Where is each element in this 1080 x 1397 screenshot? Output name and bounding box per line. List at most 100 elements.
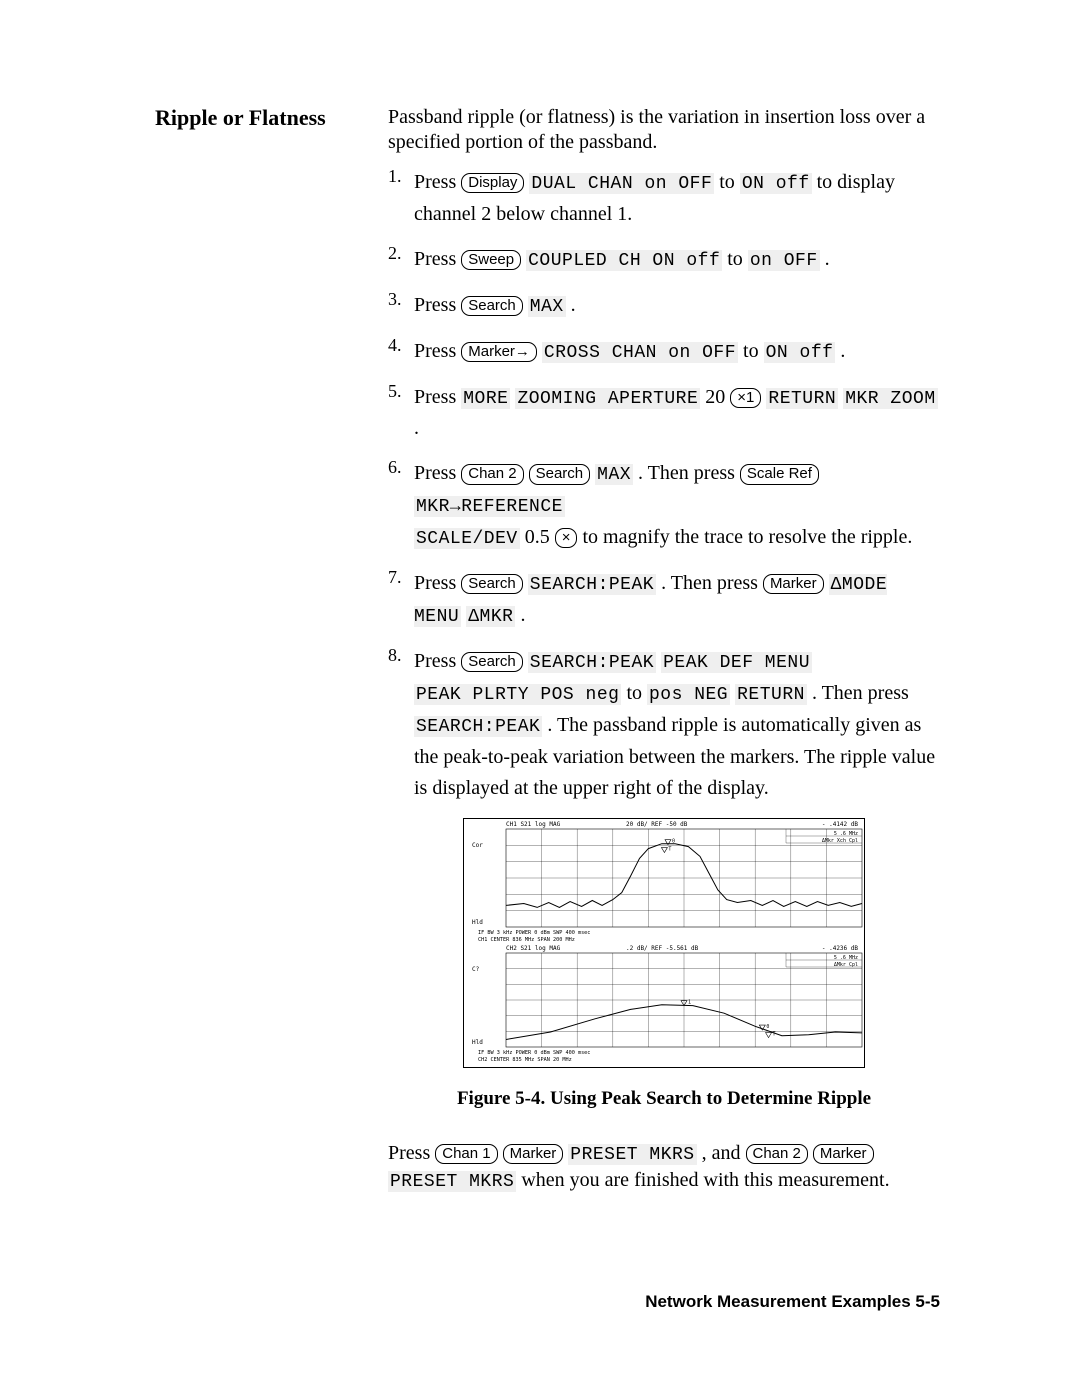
svg-text:- .4142 dB: - .4142 dB <box>822 821 859 828</box>
step-text: Press <box>414 386 456 408</box>
search-key: Search <box>461 296 523 316</box>
step-8: Press Search SEARCH:PEAK PEAK DEF MENU P… <box>388 646 940 804</box>
step-1: Press Display DUAL CHAN on OFF to ON off… <box>388 167 940 230</box>
step-text: Press <box>414 294 456 316</box>
x-key: × <box>555 528 578 548</box>
step-text: . <box>414 417 419 439</box>
svg-text:- .4236 dB: - .4236 dB <box>822 945 859 952</box>
main-column: Passband ripple (or flatness) is the var… <box>388 105 940 1194</box>
step-3: Press Search MAX . <box>388 290 940 322</box>
step-text: Press <box>414 462 456 484</box>
softkey: pos NEG <box>647 684 730 705</box>
svg-text:1: 1 <box>688 999 691 1005</box>
step-text: to <box>738 340 764 362</box>
figure-chart: CH1 S21 log MAG 20 dB/ REF -50 dB - .4142 … <box>463 818 865 1068</box>
svg-text:ΔMkr Xch Cpl: ΔMkr Xch Cpl <box>822 838 858 844</box>
step-text: . <box>515 604 525 626</box>
step-text: 0.5 <box>520 526 555 548</box>
figure-caption: Figure 5-4. Using Peak Search to Determi… <box>388 1088 940 1110</box>
svg-text:5 .6 MHz: 5 .6 MHz <box>834 955 858 961</box>
softkey: ΔMKR <box>466 606 515 627</box>
softkey: RETURN <box>766 388 838 409</box>
step-text: Press <box>414 248 456 270</box>
step-text: . Then press <box>807 682 909 704</box>
softkey: MKR ZOOM <box>843 388 937 409</box>
search-key: Search <box>529 464 591 484</box>
softkey: MORE <box>461 388 510 409</box>
marker-key: Marker <box>813 1144 874 1164</box>
svg-text:20 dB/ REF -50 dB: 20 dB/ REF -50 dB <box>626 821 688 828</box>
step-7: Press Search SEARCH:PEAK . Then press Ma… <box>388 568 940 632</box>
softkey: PRESET MKRS <box>568 1144 696 1165</box>
step-4: Press Marker→ CROSS CHAN on OFF to ON of… <box>388 336 940 368</box>
svg-text:Cor: Cor <box>472 842 483 849</box>
svg-text:Hld: Hld <box>472 919 483 926</box>
step-text: Press <box>414 650 456 672</box>
svg-text:IF BW 3 kHz POWER 0: IF BW 3 kHz POWER 0 dBm SWP 400 msec <box>478 930 590 936</box>
step-text: . <box>820 248 830 270</box>
svg-text:CH2 S21 log MAG: CH2 S21 log MAG <box>506 945 561 952</box>
steps-list: Press Display DUAL CHAN on OFF to ON off… <box>388 167 940 804</box>
svg-text:0: 0 <box>672 838 675 844</box>
softkey: PRESET MKRS <box>388 1171 516 1192</box>
step-text: . Then press <box>633 462 740 484</box>
chan1-key: Chan 1 <box>435 1144 497 1164</box>
step-text: to <box>621 682 647 704</box>
svg-text:CH1 S21 log MAG: CH1 S21 log MAG <box>506 821 561 828</box>
softkey: DUAL CHAN on OFF <box>529 173 714 194</box>
sweep-key: Sweep <box>461 250 521 270</box>
step-text: Press <box>414 572 456 594</box>
step-text: . <box>566 294 576 316</box>
svg-text:0: 0 <box>766 1024 769 1030</box>
section-heading: Ripple or Flatness <box>155 105 360 1194</box>
marker-key: Marker <box>763 574 824 594</box>
closing-text: , and <box>697 1142 746 1164</box>
display-key: Display <box>461 173 524 193</box>
closing-paragraph: Press Chan 1 Marker PRESET MKRS , and Ch… <box>388 1140 940 1195</box>
softkey: ZOOMING APERTURE <box>515 388 700 409</box>
softkey: MAX <box>528 296 566 317</box>
svg-text:T: T <box>668 846 671 852</box>
figure-5-4: CH1 S21 log MAG 20 dB/ REF -50 dB - .4142 … <box>388 818 940 1110</box>
chan2-key: Chan 2 <box>746 1144 808 1164</box>
softkey: ON off <box>764 342 836 363</box>
softkey: PEAK PLRTY POS neg <box>414 684 621 705</box>
svg-text:IF BW 3 kHz POWER 0: IF BW 3 kHz POWER 0 dBm SWP 400 msec <box>478 1050 590 1056</box>
softkey: SEARCH:PEAK <box>528 574 656 595</box>
step-text: to magnify the trace to resolve the ripp… <box>577 526 912 548</box>
softkey: RETURN <box>735 684 807 705</box>
svg-text:T: T <box>773 1031 776 1037</box>
softkey: ON off <box>740 173 812 194</box>
step-text: . Then press <box>656 572 763 594</box>
marker-to-key: Marker→ <box>461 342 537 362</box>
softkey: COUPLED CH ON off <box>526 250 722 271</box>
step-text: Press <box>414 171 456 193</box>
scale-ref-key: Scale Ref <box>740 464 819 484</box>
step-text: 20 <box>700 386 730 408</box>
closing-text: when you are finished with this measurem… <box>516 1169 889 1191</box>
svg-text:5 .6 MHz: 5 .6 MHz <box>834 831 858 837</box>
page-footer: Network Measurement Examples 5-5 <box>645 1292 940 1312</box>
step-text: to <box>714 171 740 193</box>
svg-text:CH2 CENTER 835 MHz: CH2 CENTER 835 MHz SPAN 20 MHz <box>478 1057 572 1063</box>
softkey: PEAK DEF MENU <box>661 652 812 673</box>
step-text: Press <box>414 340 456 362</box>
svg-text:Hld: Hld <box>472 1039 483 1046</box>
step-2: Press Sweep COUPLED CH ON off to on OFF … <box>388 244 940 276</box>
softkey: CROSS CHAN on OFF <box>542 342 738 363</box>
marker-key: Marker <box>503 1144 564 1164</box>
softkey: SEARCH:PEAK <box>414 716 542 737</box>
softkey: MAX <box>595 464 633 485</box>
svg-text:CH1 CENTER 836 MHz: CH1 CENTER 836 MHz SPAN 200 MHz <box>478 937 575 943</box>
svg-text:C?: C? <box>472 966 480 973</box>
intro-paragraph: Passband ripple (or flatness) is the var… <box>388 105 940 155</box>
search-key: Search <box>461 574 523 594</box>
softkey: MKR→REFERENCE <box>414 496 565 517</box>
search-key: Search <box>461 652 523 672</box>
step-5: Press MORE ZOOMING APERTURE 20 ×1 RETURN… <box>388 382 940 445</box>
x1-key: ×1 <box>730 388 761 408</box>
chan2-key: Chan 2 <box>461 464 523 484</box>
softkey: SEARCH:PEAK <box>528 652 656 673</box>
svg-text:.2 dB/ REF -5.561 dB: .2 dB/ REF -5.561 dB <box>626 945 699 952</box>
softkey: SCALE/DEV <box>414 528 520 549</box>
